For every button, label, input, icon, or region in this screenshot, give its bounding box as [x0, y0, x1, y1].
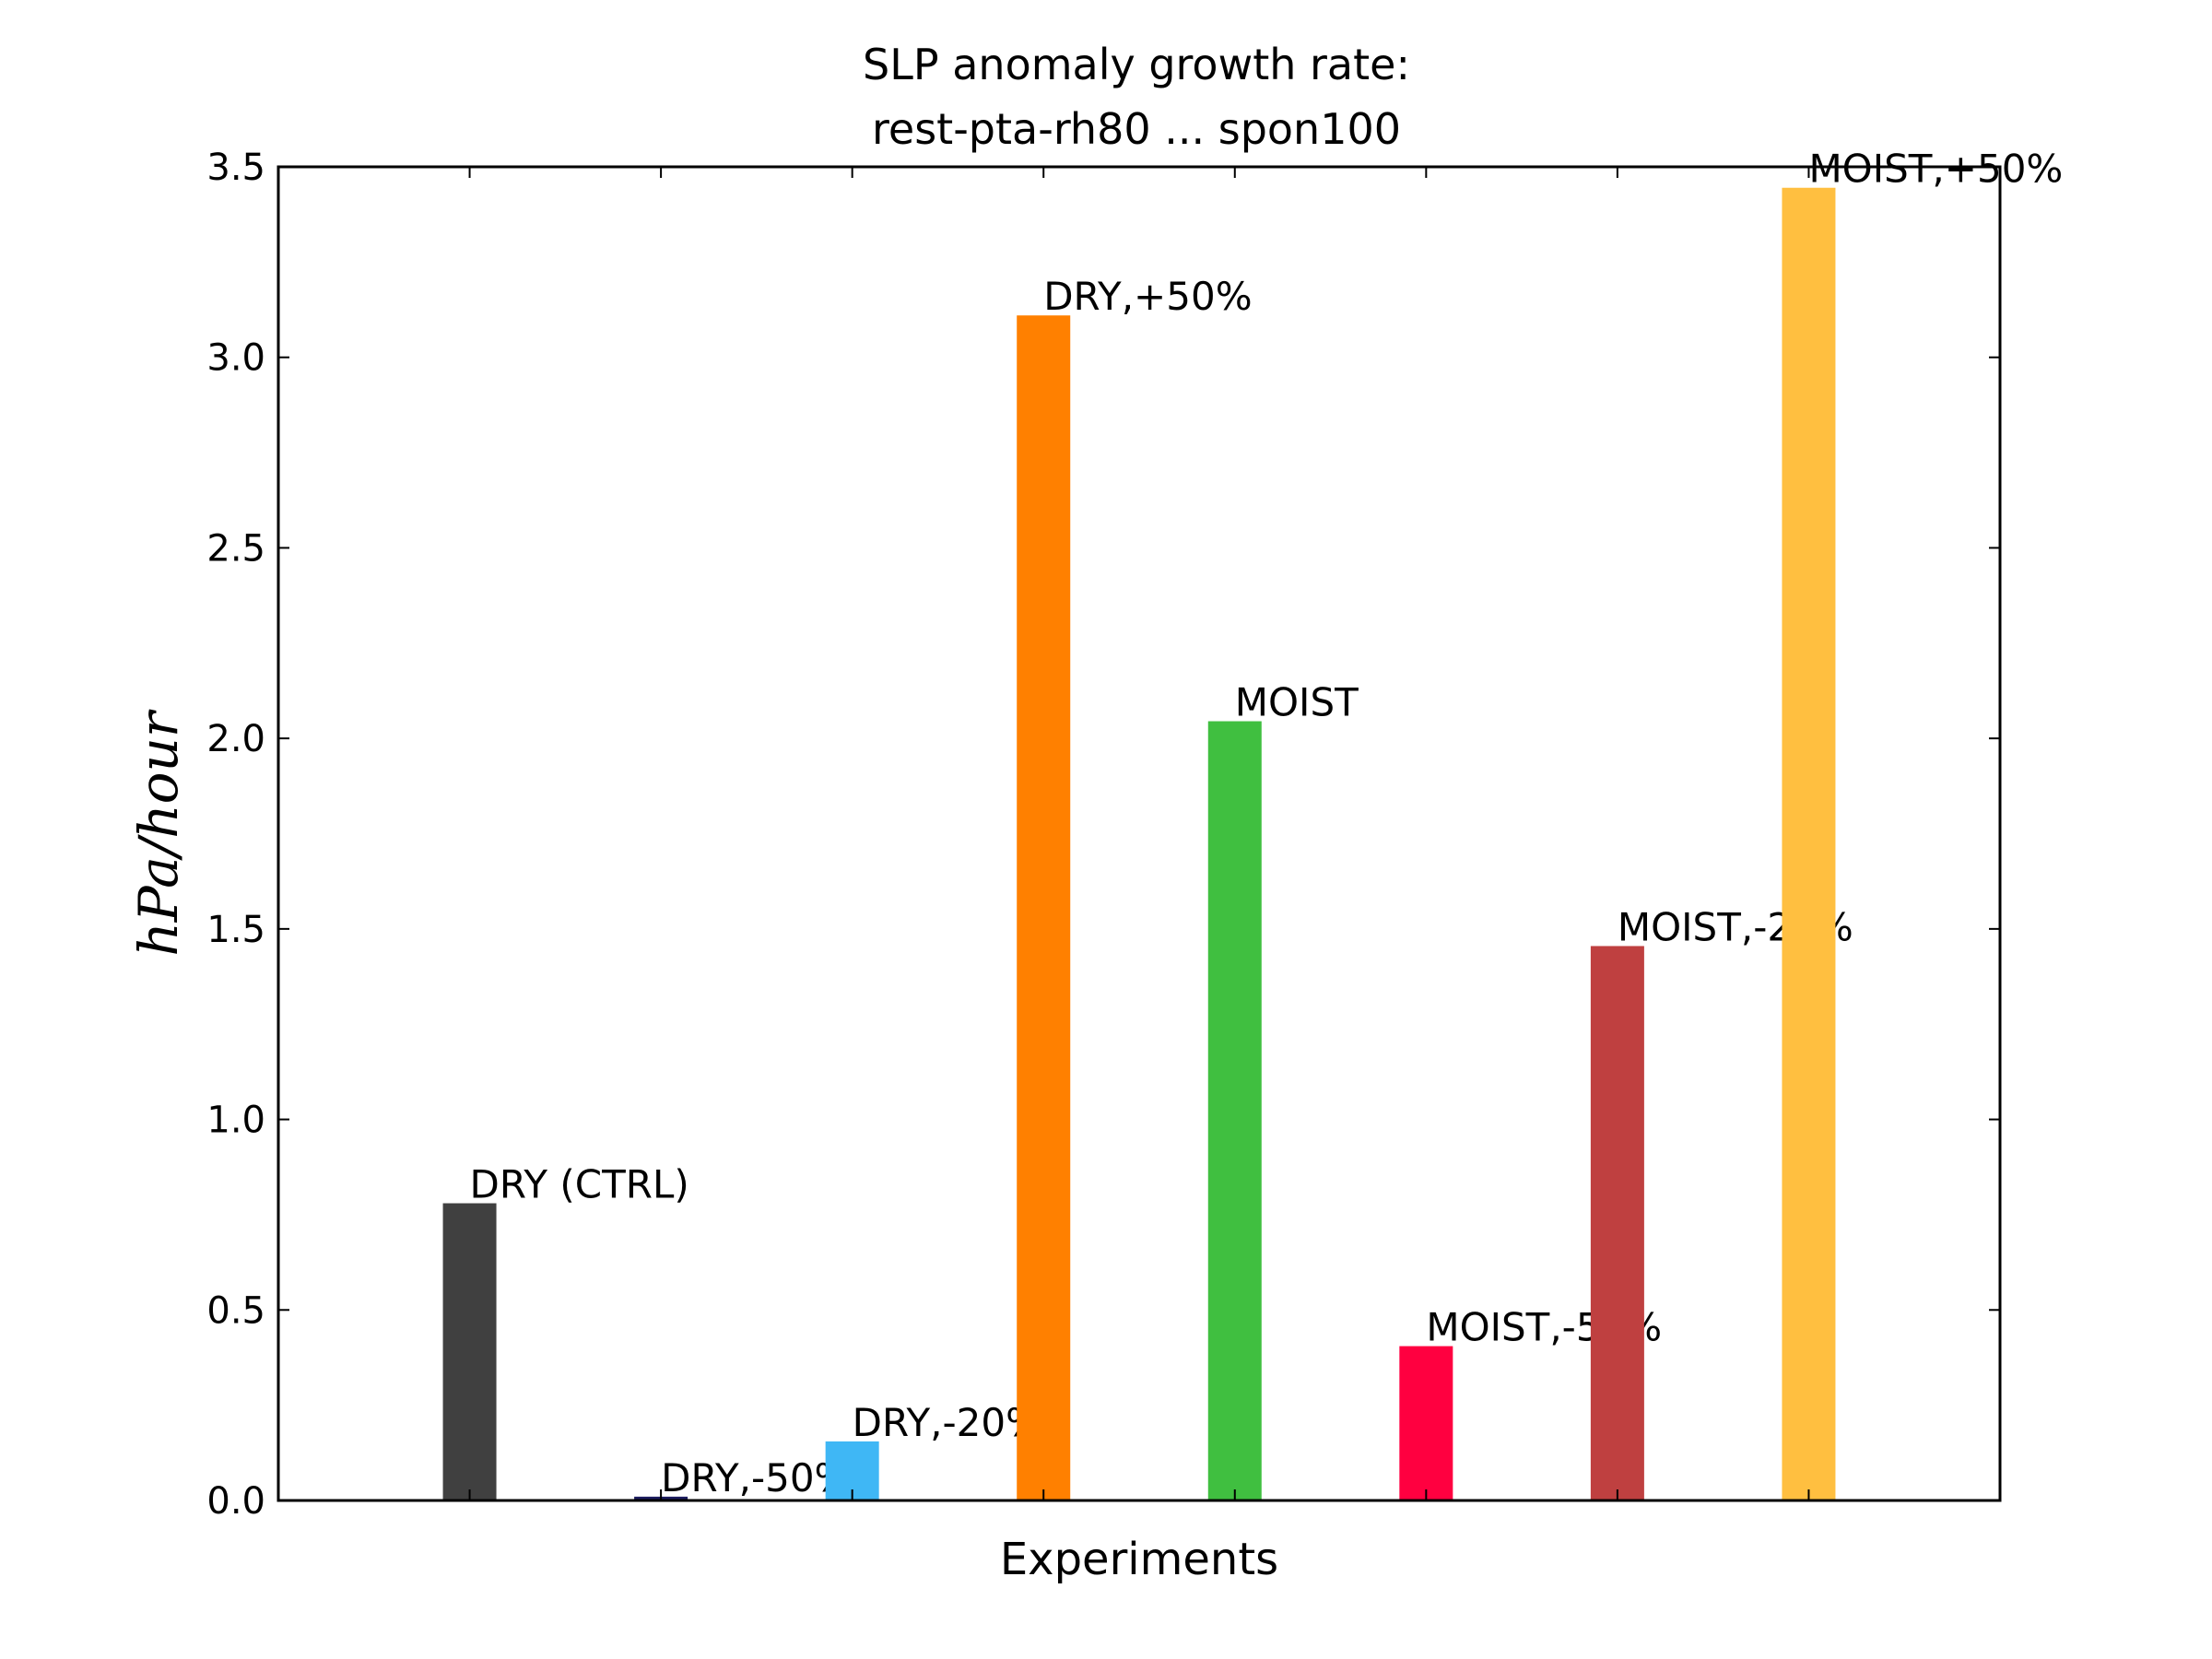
bar-label: DRY,-20%: [853, 1400, 1042, 1445]
y-tick-label: 2.5: [206, 527, 265, 570]
bar-label: MOIST,+50%: [1808, 147, 2063, 192]
y-tick-label: 3.0: [206, 337, 265, 380]
bar: [1782, 187, 1836, 1501]
bar-label: DRY (CTRL): [470, 1162, 689, 1207]
bar: [1399, 1346, 1453, 1500]
chart-title-line-2: rest-pta-rh80 ... spon100: [872, 104, 1401, 154]
y-axis-label: hPa/hour: [127, 709, 190, 957]
bar-label: DRY,+50%: [1043, 274, 1252, 319]
ticks-group: 0.0 0.5 1.0 1.5 2.0 2.5 3.0 3.5: [206, 147, 2000, 1523]
y-tick-label: 0.5: [206, 1289, 265, 1332]
y-tick-label: 0.0: [206, 1480, 265, 1523]
chart-title-line-1: SLP anomaly growth rate:: [863, 40, 1410, 89]
bar-label: DRY,-50%: [661, 1455, 851, 1500]
y-tick-label: 3.5: [206, 147, 265, 189]
bar: [442, 1203, 497, 1500]
bar: [1207, 721, 1262, 1500]
plot-frame: [276, 165, 2002, 1502]
bar: [1017, 315, 1071, 1500]
y-tick-label: 1.5: [206, 909, 265, 951]
bars-group: DRY (CTRL) DRY,-50%DRY,-20% DRY,+50% MOIST M…: [442, 147, 2063, 1501]
x-axis-label: Experiments: [1000, 1534, 1278, 1585]
y-tick-label: 1.0: [206, 1100, 265, 1142]
y-tick-label: 2.0: [206, 718, 265, 760]
bar: [1590, 946, 1644, 1500]
bar-label: MOIST: [1235, 680, 1359, 725]
